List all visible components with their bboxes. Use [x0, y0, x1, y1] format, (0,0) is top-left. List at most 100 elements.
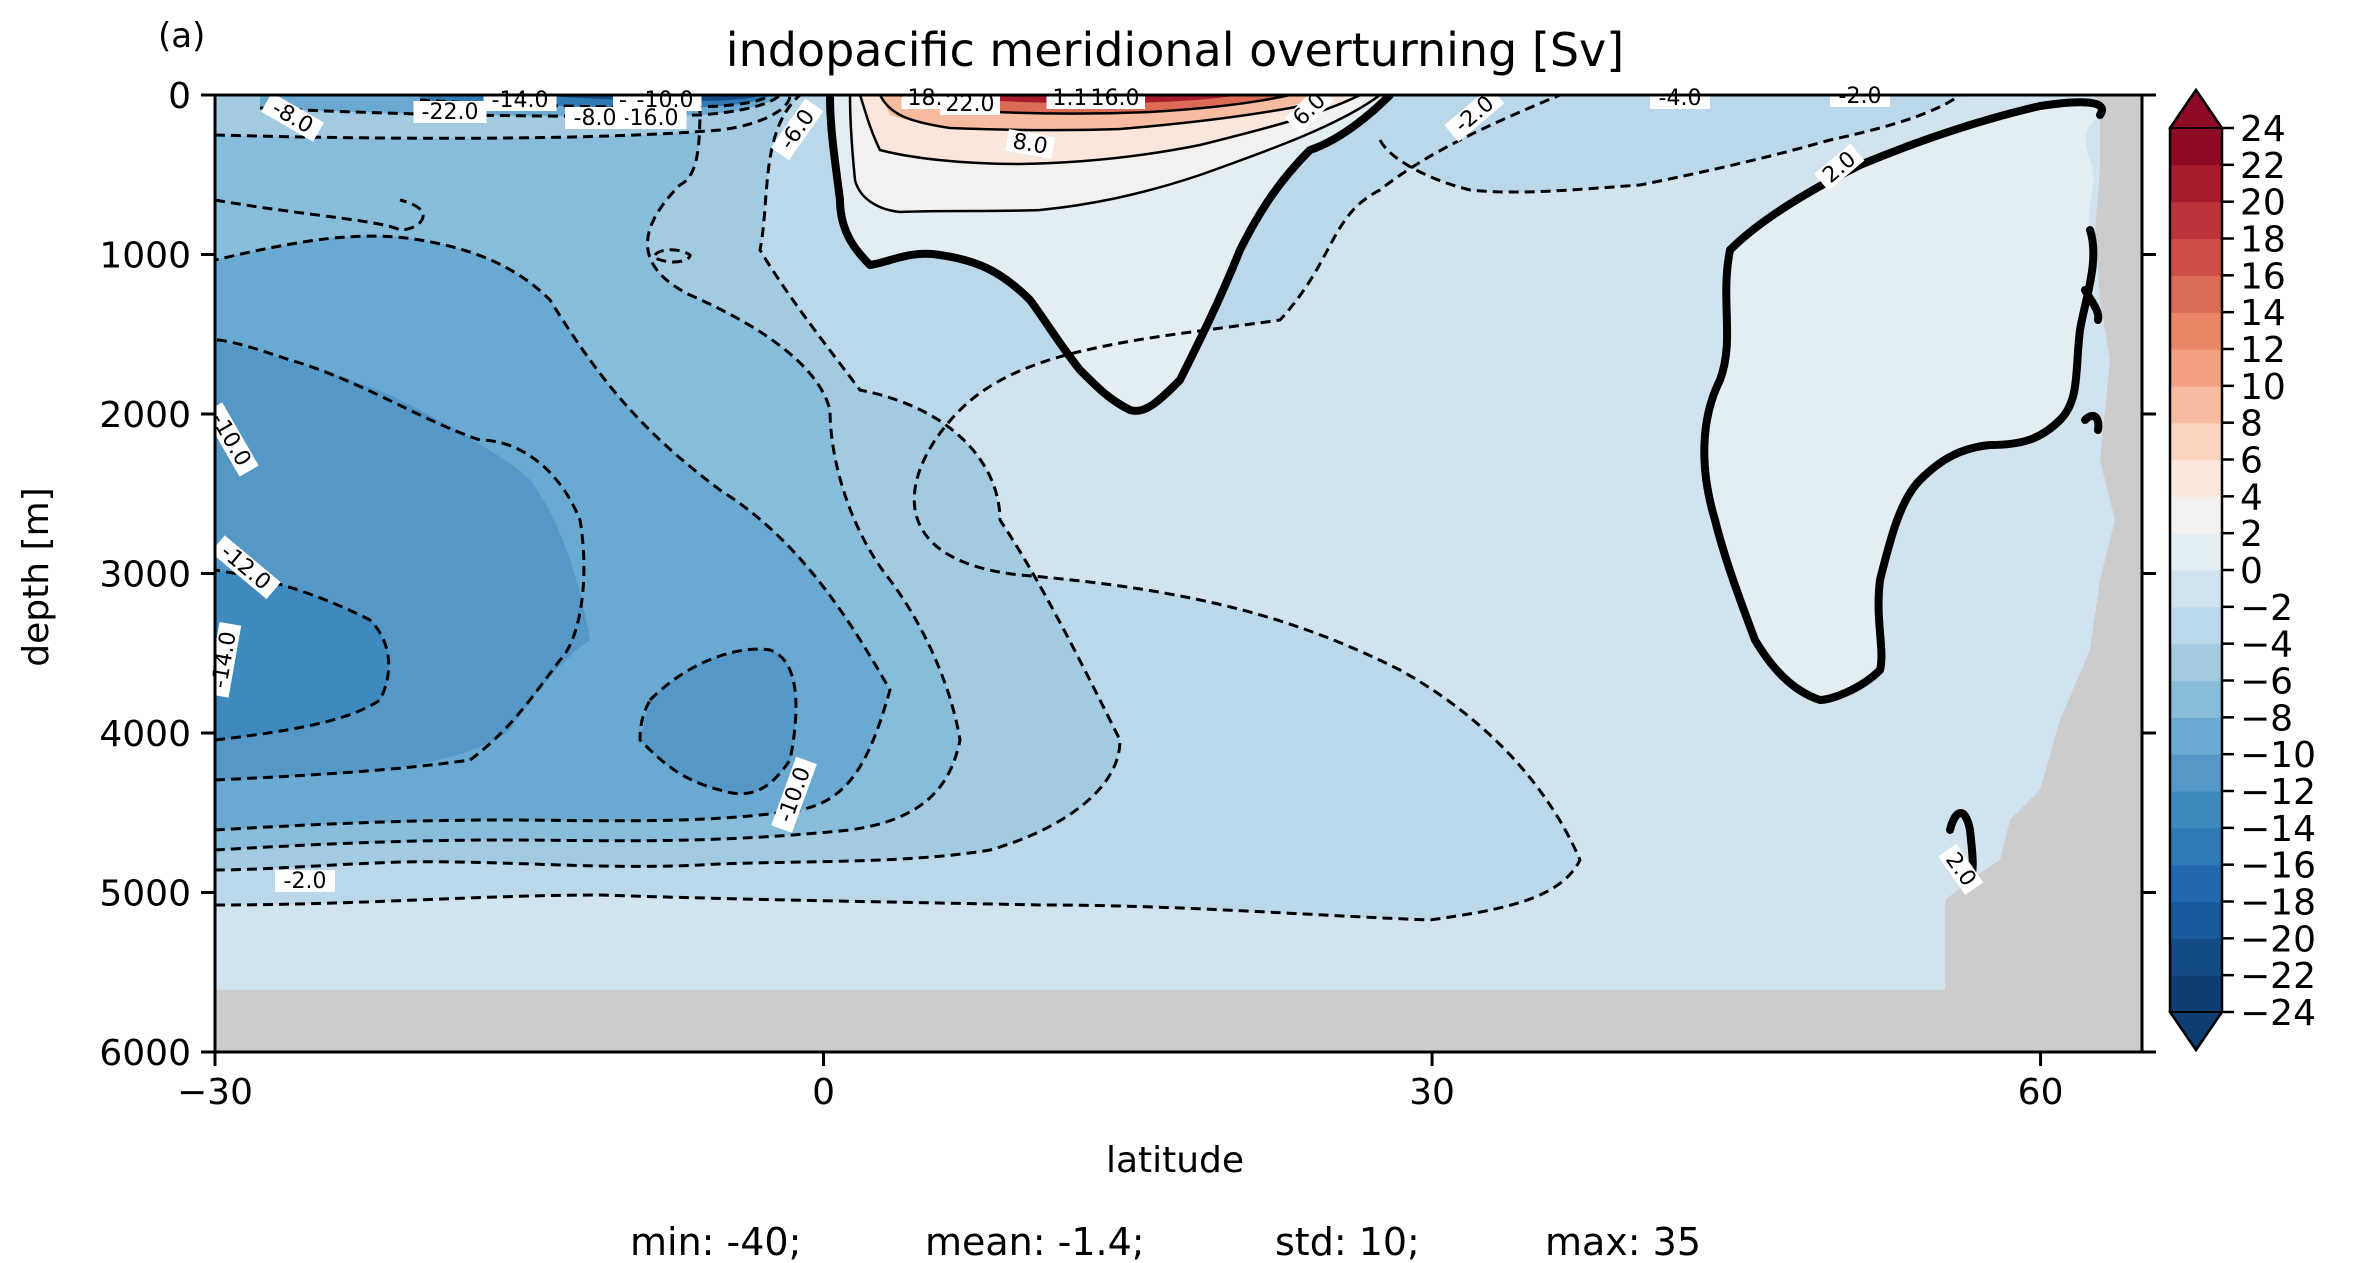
y-tick-label: 3000 — [99, 555, 191, 596]
contour-label-bg — [1085, 87, 1145, 109]
band-north-minus-4 — [1380, 95, 1960, 193]
contour-label-16: -4.0 — [1650, 86, 1710, 111]
contour-label-bg — [1650, 87, 1710, 109]
contour-label-bg — [261, 92, 324, 142]
contour-label-bg — [275, 870, 335, 892]
contour-label-13: 8.0 — [1005, 129, 1056, 160]
colorbar-tick-label: 18 — [2240, 220, 2286, 261]
colorbar-tick-label: 10 — [2240, 367, 2286, 408]
colorbar-swatch — [2170, 128, 2222, 166]
contour-zero-4 — [2081, 411, 2103, 434]
contour-label-1: -14.0 — [483, 88, 557, 113]
contour-label-text: -2.0 — [284, 869, 327, 894]
contour-label-9: 18. — [901, 86, 949, 111]
colorbar-swatch — [2170, 275, 2222, 313]
colorbar-tick-label: −8 — [2240, 698, 2293, 739]
colorbar-extend-bottom — [2168, 1011, 2224, 1052]
y-tick-label: 4000 — [99, 714, 191, 755]
contour-label-bg — [1005, 129, 1056, 159]
contour-label-bg — [901, 87, 949, 109]
stat-mean: mean: -1.4; — [925, 1220, 1145, 1263]
colorbar-tick-label: −14 — [2240, 809, 2316, 850]
contour-dashed-3 — [215, 95, 962, 852]
contour-label-bg — [1938, 843, 1984, 895]
x-tick-label: −30 — [177, 1072, 253, 1113]
colorbar-swatch — [2170, 164, 2222, 203]
contour-dashed-11 — [215, 95, 792, 140]
contour-solid-3 — [878, 95, 1331, 132]
colorbar-swatch — [2170, 827, 2222, 866]
y-tick-label: 2000 — [99, 395, 191, 436]
contour-dashed-12 — [259, 95, 782, 118]
contour-zero-3 — [2081, 286, 2103, 324]
colorbar-tick-label: −16 — [2240, 846, 2316, 887]
colorbar-swatch — [2170, 791, 2222, 829]
contour-label-bg — [413, 101, 487, 123]
contour-dashed-1 — [215, 95, 1582, 922]
contour-dashed-7 — [215, 568, 391, 742]
contour-label-23: -2.0 — [275, 869, 335, 894]
contour-label-bg — [203, 402, 259, 477]
colorbar-tick-label: −2 — [2240, 588, 2293, 629]
contour-label-text: -22.0 — [422, 100, 479, 125]
contour-field — [215, 95, 2142, 1052]
contour-label-2: -22.0 — [413, 100, 487, 125]
y-tick-label: 1000 — [99, 236, 191, 277]
colorbar-tick-label: 0 — [2240, 551, 2263, 592]
stat-min: min: -40; — [630, 1220, 801, 1263]
contour-labels: -14.0-22.0-8.0-2-10.0-16.0-8.0-6.018.22.… — [203, 84, 1984, 895]
contour-label-text: 8.0 — [1011, 129, 1050, 160]
contour-label-bg — [1444, 86, 1505, 142]
contour-solid-2 — [858, 95, 1361, 166]
colorbar-tick-label: 8 — [2240, 404, 2263, 445]
colorbar-swatch — [2170, 422, 2222, 461]
x-tick-label: 60 — [2018, 1072, 2064, 1113]
colorbar-tick-label: 20 — [2240, 183, 2286, 224]
contour-dashed-10 — [653, 248, 692, 264]
contour-label-text: -16.0 — [622, 106, 679, 131]
contour-label-text: 1.1 — [1053, 86, 1088, 111]
contour-label-7: -8.0 — [565, 106, 625, 131]
contour-dashed-8 — [1378, 95, 1961, 194]
colorbar-swatch — [2170, 864, 2222, 903]
colorbar-swatch — [2170, 570, 2222, 608]
colorbar-tick-label: −18 — [2240, 883, 2316, 924]
colorbar-swatch — [2170, 938, 2222, 976]
colorbar-swatch — [2170, 312, 2222, 350]
colorbar-swatch — [2170, 901, 2222, 939]
colorbar-tick-label: −24 — [2240, 993, 2316, 1034]
colorbar-swatch — [2170, 533, 2222, 571]
colorbar-swatch — [2170, 643, 2222, 682]
axes-frame: −30 0 30 60 0 1000 2000 3000 4000 5000 6000 — [99, 76, 2156, 1113]
chart-title: indopacific meridional overturning [Sv] — [726, 23, 1624, 77]
contour-label-text: -8.0 — [574, 106, 617, 131]
contour-label-11: 1.1 — [1046, 86, 1094, 111]
colorbar-tick-label: −4 — [2240, 625, 2293, 666]
colorbar-swatch — [2170, 459, 2222, 497]
contour-label-bg — [1284, 84, 1334, 134]
colorbar-tick-label: 12 — [2240, 330, 2286, 371]
contour-label-bg — [1814, 143, 1865, 191]
x-axis-label: latitude — [1106, 1140, 1244, 1181]
contour-solid-1 — [848, 95, 1381, 214]
colorbar-tick-label: −22 — [2240, 956, 2316, 997]
contour-zero-2 — [1700, 98, 2106, 704]
contour-label-text: -14.0 — [492, 88, 549, 113]
stat-std: std: 10; — [1275, 1220, 1420, 1263]
colorbar-swatch — [2170, 754, 2222, 792]
contour-dashed-2 — [215, 95, 1122, 872]
contour-label-bg — [940, 93, 1000, 115]
colorbar-tick-label: 4 — [2240, 477, 2263, 518]
colorbar-swatch — [2170, 349, 2222, 387]
colorbar-swatch — [2170, 385, 2222, 424]
x-tick-label: 30 — [1409, 1072, 1455, 1113]
colorbar-swatch — [2170, 606, 2222, 645]
contour-dashed-6 — [638, 647, 798, 796]
colorbar-tick-label: −12 — [2240, 772, 2316, 813]
contour-label-bg — [565, 107, 625, 129]
colorbar-tick-label: 6 — [2240, 441, 2263, 482]
colorbar-extend-top — [2168, 88, 2224, 129]
x-tick-label: 0 — [812, 1072, 835, 1113]
colorbar-tick-label: 2 — [2240, 514, 2263, 555]
